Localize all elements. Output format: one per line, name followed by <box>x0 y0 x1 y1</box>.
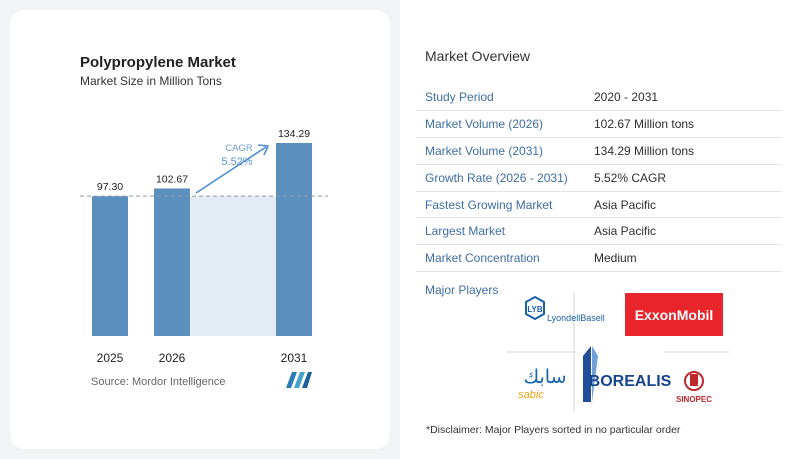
chart-card: 97.30 2025 102.67 2026 134.29 2031 CAGR 5.52% P… <box>10 10 390 449</box>
chart-title: Polypropylene Market <box>80 54 236 71</box>
overview-row-label: Market Volume (2031) <box>416 137 587 165</box>
overview-row: Market Concentration Medium <box>416 244 782 273</box>
overview-row-label: Study Period <box>416 84 587 112</box>
overview-row-value: 134.29 Million tons <box>587 137 782 165</box>
chart-subtitle: Market Size in Million Tons <box>80 74 222 88</box>
overview-row: Study Period 2020 - 2031 <box>416 84 782 112</box>
overview-title: Market Overview <box>425 48 531 64</box>
growth-shade <box>190 196 276 336</box>
bar-value-label: 102.67 <box>156 173 188 185</box>
bar-value-label: 97.30 <box>97 181 123 193</box>
overview-row-label: Largest Market <box>416 217 587 246</box>
bar-2026 <box>154 188 190 336</box>
bar-chart: 97.30 2025 102.67 2026 134.29 2031 CAGR 5.52% <box>80 128 328 365</box>
overview-row: Growth Rate (2026 - 2031) 5.52% CAGR <box>416 164 782 192</box>
cagr-arrow <box>195 146 267 194</box>
overview-row-value: Medium <box>587 244 782 273</box>
overview-row-value: 102.67 Million tons <box>587 110 782 139</box>
source-label: Source: Mordor Intelligence <box>91 376 226 388</box>
overview-row-label: Growth Rate (2026 - 2031) <box>416 164 587 192</box>
overview-table: Study Period 2020 - 2031 Market Volume (20… <box>416 84 782 273</box>
category-label: 2026 <box>159 351 186 365</box>
major-players-label: Major Players <box>425 283 499 297</box>
overview-row: Largest Market Asia Pacific <box>416 217 782 246</box>
cagr-value: 5.52% <box>221 156 252 168</box>
overview-row-label: Fastest Growing Market <box>416 191 587 219</box>
overview-row-label: Market Concentration <box>416 244 587 273</box>
market-overview-panel: Market Overview Study Period 2020 - 2031 M… <box>400 0 800 459</box>
bar-2025 <box>92 196 128 336</box>
overview-row-value: Asia Pacific <box>587 217 782 246</box>
mordor-intelligence-logo <box>286 372 312 388</box>
overview-row: Market Volume (2031) 134.29 Million tons <box>416 137 782 165</box>
disclaimer: *Disclaimer: Major Players sorted in no … <box>426 424 681 436</box>
cagr-arrow-head <box>257 144 270 156</box>
overview-row-label: Market Volume (2026) <box>416 110 587 139</box>
overview-row: Fastest Growing Market Asia Pacific <box>416 191 782 219</box>
cagr-label: CAGR <box>225 143 253 154</box>
overview-row-value: Asia Pacific <box>587 191 782 219</box>
overview-row-value: 2020 - 2031 <box>587 84 782 112</box>
category-label: 2025 <box>97 351 124 365</box>
bar-value-label: 134.29 <box>278 128 310 140</box>
overview-row: Market Volume (2026) 102.67 Million tons <box>416 110 782 139</box>
category-label: 2031 <box>281 351 308 365</box>
bar-2031 <box>276 143 312 336</box>
overview-row-value: 5.52% CAGR <box>587 164 782 192</box>
